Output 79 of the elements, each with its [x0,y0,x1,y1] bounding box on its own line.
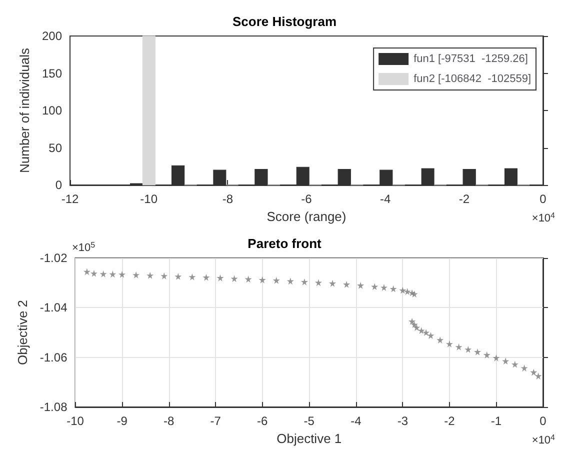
chart-title: Pareto front [248,236,322,251]
y-tick-label: 200 [42,29,62,43]
y-tick-label: 100 [42,104,62,118]
y-axis-title: Objective 2 [15,300,30,366]
point [520,364,528,372]
point [202,274,210,281]
x-tick-label: -8 [222,192,234,206]
point [511,360,518,368]
x-tick-label: -7 [210,414,222,428]
chart-title: Score Histogram [232,14,337,29]
point [380,284,388,292]
x-tick-label: -5 [304,414,315,428]
x-tick-label: 0 [540,414,547,428]
point [90,270,98,277]
x-tick-label: -10 [66,414,84,428]
y-tick-label: 0 [55,178,62,192]
x-tick-label: 0 [540,192,547,206]
point [300,278,308,286]
point [357,282,364,289]
point [408,318,416,325]
point [216,274,224,282]
point [343,280,350,288]
x-tick-label: -3 [397,414,408,428]
x-tick-label: -2 [458,192,470,206]
y-tick-label: -1.04 [40,300,68,315]
point [455,343,462,350]
point [118,270,126,278]
point [174,272,182,280]
x-tick-label: -4 [350,414,362,428]
point [244,276,252,283]
point [418,327,425,334]
point [258,276,266,284]
point [530,368,538,376]
point [464,346,472,353]
point [399,286,406,294]
y-tick-label: -1.06 [40,350,68,364]
x-tick-label: -9 [116,414,128,428]
point [230,275,238,282]
y-tick-label: 150 [42,66,62,80]
x-tick-label: -10 [140,192,158,206]
y-tick-label: 50 [48,140,62,155]
x-tick-label: -8 [163,414,174,428]
point [422,329,430,336]
point [286,278,294,285]
point [436,336,444,344]
point [404,288,411,296]
point [492,354,500,362]
x-tick-label: -4 [380,192,391,206]
point [446,340,453,348]
x-tick-label: -1 [490,414,502,428]
y-tick-label: -1.08 [40,400,68,414]
point [534,372,542,380]
y-tick-label: -1.02 [40,251,68,265]
point [474,348,482,356]
point [502,358,510,365]
point [390,285,397,292]
x-tick-label: -6 [257,414,268,428]
point [146,272,154,279]
point [413,324,420,332]
point [483,351,490,358]
point [100,270,107,278]
point [160,272,168,280]
y-axis-title: Number of individuals [17,48,32,174]
x-tick-label: -2 [444,414,456,428]
x-tick-label: -12 [61,192,79,206]
point [427,332,434,339]
legend-label: fun1 [-97531 -1259.26] [414,53,528,65]
point [83,268,90,276]
point [109,270,116,278]
x-axis-title: Score (range) [266,208,346,224]
point [132,271,140,278]
point [272,276,280,284]
legend-label: fun2 [-106842 -102559] [414,73,532,85]
point [371,283,378,290]
x-tick-label: -6 [301,192,312,206]
point [188,273,196,280]
point [329,280,336,287]
x-axis-title: Objective 1 [276,430,342,446]
point [314,279,322,286]
